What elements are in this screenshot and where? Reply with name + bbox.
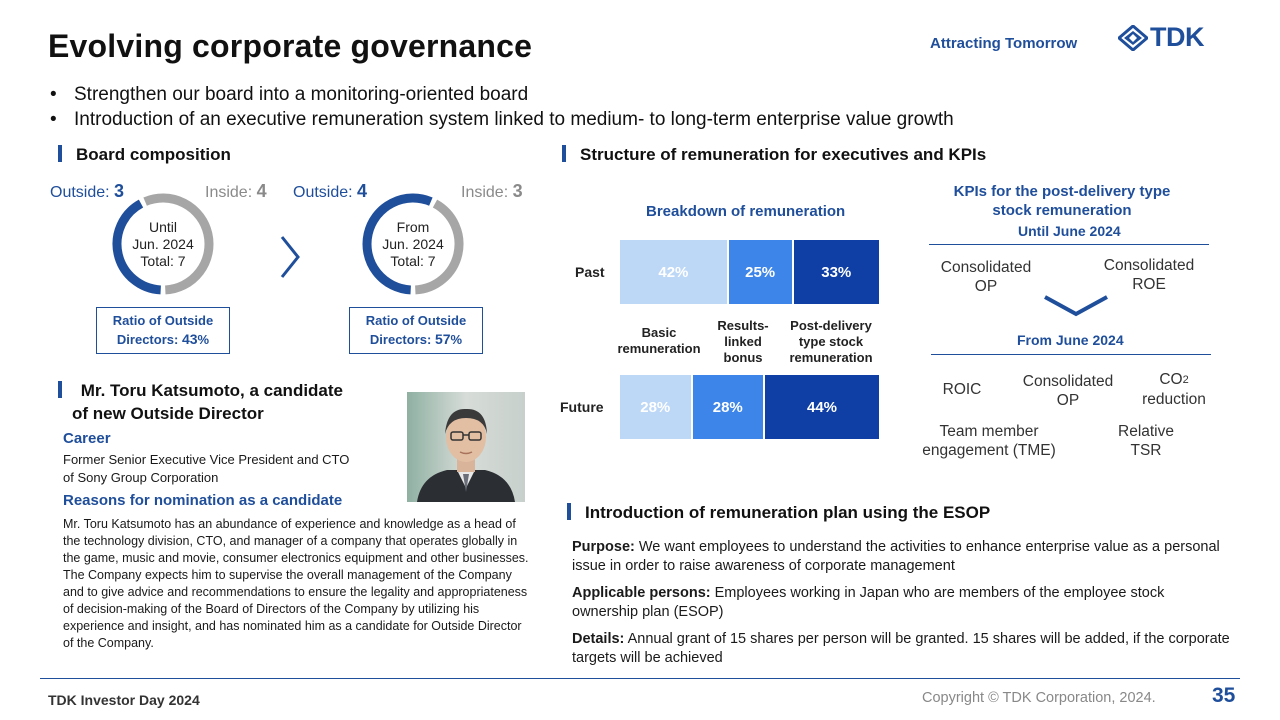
divider [929,244,1209,245]
kpi-relative-tsr: Relative TSR [1118,423,1174,459]
outside-segment [112,199,162,295]
logo-text: TDK [1150,22,1205,52]
esop-details: Details: Annual grant of 15 shares per p… [572,631,1230,666]
footer-event: TDK Investor Day 2024 [48,692,200,708]
board-donut-after [362,193,464,295]
bar-segment: 28% [692,375,764,439]
candidate-heading: Mr. Toru Katsumoto, a candidate [58,379,343,402]
donut-segments [112,193,214,295]
kpi-team-member-engagement: Team member engagement (TME) [922,423,1056,459]
legend-post-delivery: Post-delivery type stock remuneration [789,318,873,365]
kpi-co2-reduction: CO2 reduction [1142,371,1206,408]
kpi-until-label: Until June 2024 [1018,223,1121,239]
bar-label-future: Future [560,399,604,415]
legend-basic: Basic remuneration [617,325,701,356]
esop-purpose: Purpose: We want employees to understand… [572,539,1220,574]
chevron-down-icon [1044,295,1108,317]
remuneration-chart: 42% 25% 33% 28% 28% 44% [0,0,879,439]
legend-results-linked: Results- linked bonus [717,318,769,365]
bar-segment: 42% [620,240,727,304]
bar-segment: 25% [728,240,792,304]
ratio-box-after: Ratio of Outside Directors: 57% [349,307,483,354]
candidate-photo [407,392,525,502]
kpi-roic: ROIC [942,381,982,398]
career-text: Former Senior Executive Vice President a… [63,452,350,485]
chart-title: Breakdown of remuneration [646,203,846,220]
tdk-logo: TDK [1118,22,1236,52]
kpi-consolidated-op-until: Consolidated OP [940,259,1032,295]
kpi-consolidated-roe-until: Consolidated ROE [1103,257,1195,293]
career-heading: Career [63,430,111,447]
bar-segment: 28% [620,375,691,439]
inside-count-after: Inside: 3 [461,181,523,201]
inside-segment [143,193,214,295]
bar-segment: 44% [765,375,879,439]
reasons-text: Mr. Toru Katsumoto has an abundance of e… [63,517,529,650]
reasons-heading: Reasons for nomination as a candidate [63,492,343,509]
donut-center-after: From Jun. 2024 Total: 7 [382,219,444,269]
donut-center-before: Until Jun. 2024 Total: 7 [132,219,194,269]
chevron-right-icon [280,236,300,278]
bullet-item: Introduction of an executive remuneratio… [48,107,954,132]
footer-copyright: Copyright © TDK Corporation, 2024. [922,690,1156,706]
bar-segment: 33% [793,240,879,304]
board-composition-heading: Board composition [58,145,231,165]
divider [931,354,1211,355]
kpi-consolidated-op-from: Consolidated OP [1022,373,1114,409]
page-title: Evolving corporate governance [48,28,533,64]
outside-segment [362,193,433,295]
kpi-from-label: From June 2024 [1017,332,1124,348]
esop-heading: Introduction of remuneration plan using … [567,503,990,523]
bar-label-past: Past [575,264,605,280]
candidate-heading-line2: of new Outside Director [72,404,264,423]
esop-applicable-persons: Applicable persons: Employees working in… [572,585,1165,620]
key-points: Strengthen our board into a monitoring-o… [48,82,954,132]
inside-count-before: Inside: 4 [205,181,267,201]
tagline: Attracting Tomorrow [930,35,1078,52]
outside-count-before: Outside: 3 [50,181,125,201]
board-donut-before [112,193,214,295]
outside-count-after: Outside: 4 [293,181,368,201]
page-number: 35 [1212,684,1236,707]
portrait-image [407,392,525,502]
inside-segment [414,199,464,295]
ratio-box-before: Ratio of Outside Directors: 43% [96,307,230,354]
footer-divider [40,678,1240,679]
kpi-title: KPIs for the post-delivery type stock re… [953,183,1171,219]
tdk-emblem-icon [1118,25,1148,51]
remuneration-heading: Structure of remuneration for executives… [562,145,986,165]
donut-segments [362,193,464,295]
bullet-item: Strengthen our board into a monitoring-o… [48,82,954,107]
